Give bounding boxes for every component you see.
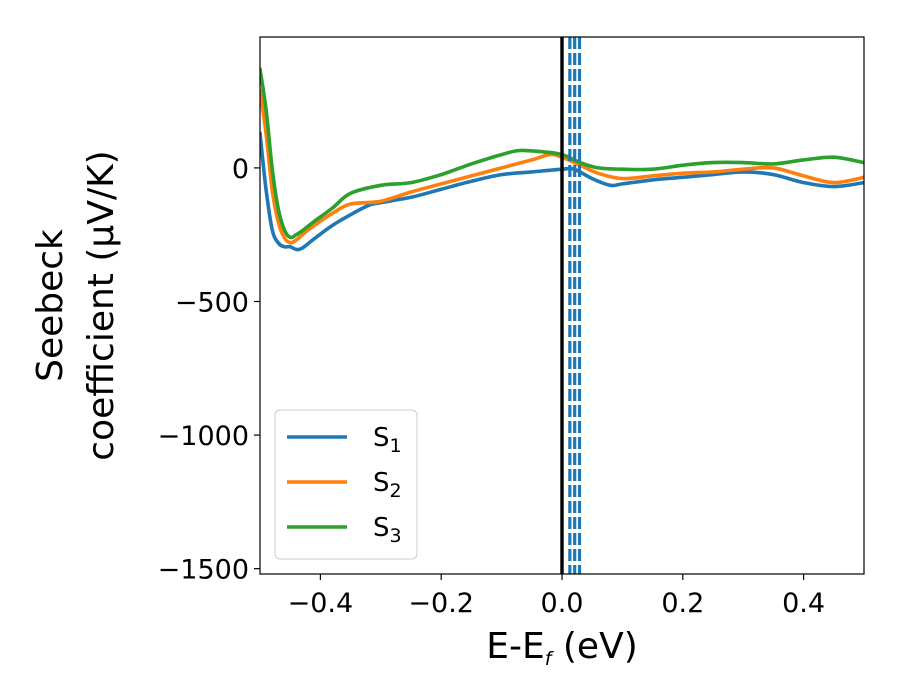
legend-label-main: S <box>373 423 390 453</box>
legend-label-main: S <box>373 468 390 498</box>
legend-label-subscript: 1 <box>390 435 402 457</box>
legend-label-s2: S2 <box>373 468 402 502</box>
legend-label-s3: S3 <box>373 513 402 547</box>
y-tick-label: −500 <box>175 287 249 318</box>
x-axis-label-subscript: f <box>545 648 555 670</box>
legend-label-subscript: 2 <box>390 480 402 502</box>
x-tick-label: 0.2 <box>661 588 704 619</box>
x-axis-label-unit: (eV) <box>551 626 637 667</box>
series-line-s1 <box>260 131 864 252</box>
legend-label-s1: S1 <box>373 423 402 457</box>
axis-ticks: −0.4 −0.2 0.0 0.2 0.4 0 −500 −1000 −1500 <box>158 154 825 619</box>
x-tick-label: −0.2 <box>408 588 474 619</box>
y-axis-label: Seebeck coefficient (μV/K) <box>30 150 122 460</box>
x-tick-label: 0.0 <box>541 588 584 619</box>
plot-area <box>260 37 864 574</box>
legend-label-subscript: 3 <box>390 525 402 547</box>
x-axis-label-main: E-E <box>486 626 544 667</box>
x-tick-label: 0.4 <box>782 588 825 619</box>
legend-label-main: S <box>373 513 390 543</box>
y-tick-label: 0 <box>232 154 249 185</box>
series-line-s3 <box>260 67 864 240</box>
series-line-s2 <box>260 88 864 245</box>
legend-box <box>274 409 418 560</box>
x-axis-label: E-Ef (eV) <box>486 626 638 670</box>
y-tick-label: −1500 <box>158 555 249 586</box>
y-axis-label-line2: coefficient (μV/K) <box>81 150 122 460</box>
x-tick-label: −0.4 <box>288 588 354 619</box>
y-tick-label: −1000 <box>158 421 249 452</box>
y-axis-label-line1: Seebeck <box>30 229 71 382</box>
